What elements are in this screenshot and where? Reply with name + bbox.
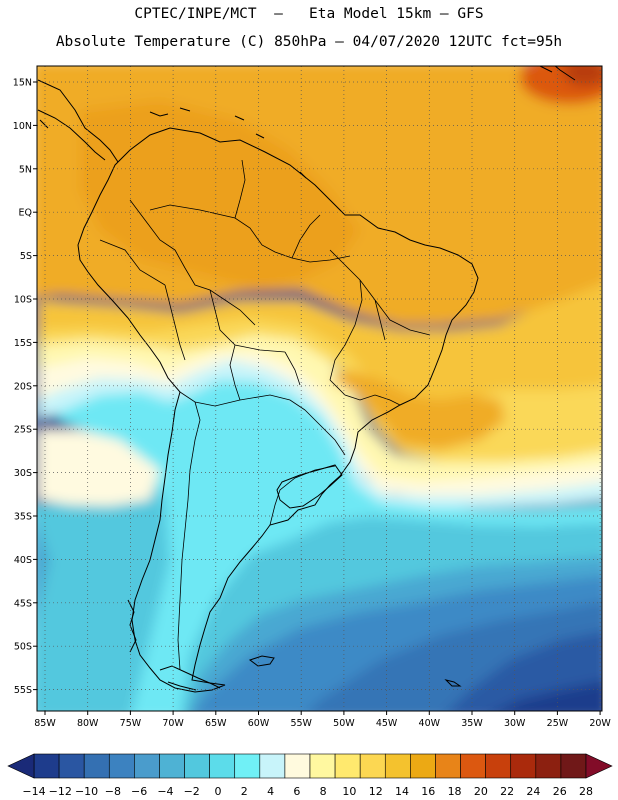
colorbar-cell xyxy=(359,753,386,779)
lon-tick-label: 75W xyxy=(120,718,142,729)
colorbar-label: −8 xyxy=(105,785,121,798)
uruguay-outline xyxy=(276,464,343,509)
lat-tick-label: 10N xyxy=(13,121,32,132)
field-orange-south xyxy=(330,370,505,450)
lat-tick-label: 10S xyxy=(14,295,32,306)
colorbar-label: 22 xyxy=(500,785,514,798)
colorbar-label: 18 xyxy=(448,785,462,798)
central-america-coastline xyxy=(37,79,119,163)
lon-tick-label: 50W xyxy=(333,718,355,729)
caribbean-islands xyxy=(149,66,576,179)
colorbar-label: 14 xyxy=(395,785,409,798)
latitude-ticks: 15N 10N 5N EQ 5S 10S 15S 20S 25S 30S 35S 40S 45S 50S 5… xyxy=(13,78,37,696)
colorbar-label: 8 xyxy=(320,785,327,798)
colorbar-label: 2 xyxy=(241,785,248,798)
field-pale-yellow xyxy=(38,325,602,482)
colorbar-cell xyxy=(108,753,135,779)
lat-tick-label: 35S xyxy=(14,512,32,523)
colorbar-label: 16 xyxy=(421,785,435,798)
tierra-del-fuego xyxy=(127,599,221,691)
colorbar-cell xyxy=(384,753,411,779)
lon-tick-label: 40W xyxy=(419,718,441,729)
lat-tick-label: 55S xyxy=(14,685,32,696)
lon-tick-label: 25W xyxy=(547,718,569,729)
lat-tick-label: 20S xyxy=(14,381,32,392)
country-borders xyxy=(99,159,431,671)
lat-tick-label: 15S xyxy=(14,338,32,349)
colorbar-label: 6 xyxy=(293,785,300,798)
field-light-orange xyxy=(38,282,602,410)
lon-tick-label: 20W xyxy=(589,718,611,729)
colorbar-cell xyxy=(334,753,361,779)
colorbar-cell xyxy=(410,753,436,779)
colorbar-label: −10 xyxy=(75,785,98,798)
colorbar-over-arrow xyxy=(585,753,613,779)
lat-tick-label: 45S xyxy=(14,598,32,609)
colorbar-label: 26 xyxy=(553,785,567,798)
field-cyan xyxy=(40,370,602,711)
map-title-line-2: Absolute Temperature (C) 850hPa – 04/07/… xyxy=(55,34,563,50)
colorbar-cell xyxy=(209,753,236,779)
colorbar-cell xyxy=(510,753,537,779)
lat-tick-label: 40S xyxy=(14,555,32,566)
colorbar-cell xyxy=(83,753,110,779)
colorbar-cell xyxy=(535,753,562,779)
colorbar-label: −2 xyxy=(184,785,200,798)
colorbar-cell xyxy=(284,753,311,779)
south-america-coastline xyxy=(77,127,479,693)
field-cream xyxy=(38,340,602,506)
colorbar-cell xyxy=(309,753,336,779)
lon-tick-label: 60W xyxy=(248,718,270,729)
colorbar-cell xyxy=(58,753,85,779)
colorbar-cell xyxy=(234,753,261,779)
colorbar-label: −14 xyxy=(22,785,45,798)
lat-tick-label: 25S xyxy=(14,425,32,436)
colorbar-under-arrow xyxy=(7,753,35,779)
colorbar-cell xyxy=(259,753,286,779)
lat-tick-label: 15N xyxy=(13,78,32,89)
colorbar-label: 4 xyxy=(267,785,274,798)
map-title-line-1: CPTEC/INPE/MCT – Eta Model 15km – GFS xyxy=(134,6,484,22)
colorbar-label: 0 xyxy=(215,785,222,798)
field-orange-deep xyxy=(80,100,360,290)
colorbar-label: −4 xyxy=(157,785,173,798)
field-light-cyan xyxy=(38,355,602,508)
lon-tick-label: 35W xyxy=(461,718,483,729)
plot-frame xyxy=(36,65,603,712)
lon-tick-label: 45W xyxy=(376,718,398,729)
colorbar-label: −6 xyxy=(131,785,147,798)
field-hotter xyxy=(563,66,602,86)
lat-tick-label: 5S xyxy=(20,251,32,262)
colorbar-cell xyxy=(560,753,587,779)
lon-tick-label: 85W xyxy=(34,718,56,729)
colorbar-cell xyxy=(435,753,461,779)
coastlines-and-borders xyxy=(37,66,576,693)
lat-tick-label: EQ xyxy=(19,208,32,219)
lon-tick-label: 30W xyxy=(504,718,526,729)
lat-tick-label: 50S xyxy=(14,642,32,653)
lat-tick-label: 5N xyxy=(19,164,32,175)
colorbar: −14 −12 −10 −8 −6 −4 −2 0 2 4 6 8 10 12 14 16 18 20 22 24 26… xyxy=(7,753,613,798)
lat-tick-label: 30S xyxy=(14,468,32,479)
colorbar-cell xyxy=(33,753,60,779)
colorbar-cell xyxy=(184,753,210,779)
colorbar-label: 10 xyxy=(342,785,356,798)
colorbar-cell xyxy=(485,753,512,779)
colorbar-label: 28 xyxy=(579,785,593,798)
colorbar-cell xyxy=(159,753,185,779)
south-georgia-outline xyxy=(444,679,462,687)
colorbar-cell xyxy=(134,753,160,779)
lon-tick-label: 65W xyxy=(205,718,227,729)
lon-tick-label: 70W xyxy=(162,718,184,729)
lon-tick-label: 55W xyxy=(290,718,312,729)
longitude-ticks: 85W 80W 75W 70W 65W 60W 55W 50W 45W 40W 35W 30W 25W 2… xyxy=(34,711,611,729)
colorbar-label: 24 xyxy=(526,785,540,798)
colorbar-label: 12 xyxy=(369,785,383,798)
lon-tick-label: 80W xyxy=(77,718,99,729)
colorbar-label: −12 xyxy=(49,785,72,798)
colorbar-label: 20 xyxy=(474,785,488,798)
falklands-outline xyxy=(248,655,275,667)
colorbar-cell xyxy=(460,753,486,779)
